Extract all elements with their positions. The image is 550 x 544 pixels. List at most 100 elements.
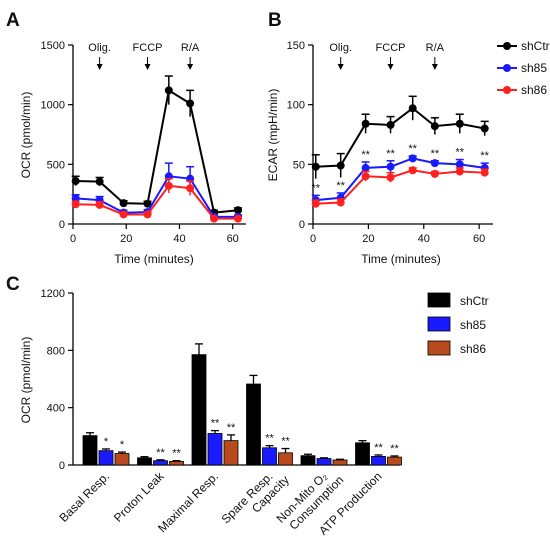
panel-c-ytick-label: 0 xyxy=(59,460,65,472)
panel-b-point-sh85 xyxy=(408,154,417,163)
panel-c-significance: * xyxy=(104,436,109,448)
panel-b-legend-label-sh86: sh86 xyxy=(521,83,547,97)
panel-a-point-shCtr xyxy=(143,199,152,208)
panel-a-point-sh86 xyxy=(234,214,243,223)
panel-a-xtick-label: 40 xyxy=(173,233,185,245)
panel-c-significance: ** xyxy=(227,422,236,434)
panel-b-significance: ** xyxy=(386,148,395,160)
panel-b-significance: ** xyxy=(311,182,320,194)
panel-c-bar-shCtr xyxy=(82,435,98,466)
panel-c-ylabel: OCR (pmol/min) xyxy=(19,337,33,424)
panel-b-point-sh86 xyxy=(455,167,464,176)
panel-letter-b: B xyxy=(268,10,282,31)
panel-a-ytick-label: 1000 xyxy=(41,100,65,112)
panel-b-ytick-label: 100 xyxy=(287,100,305,112)
panel-a-injection-arrowhead xyxy=(96,64,103,70)
panel-c-bar-shCtr xyxy=(246,383,261,466)
panel-c-legend-swatch-shCtr xyxy=(427,292,451,308)
panel-b-point-sh85 xyxy=(455,160,464,169)
panel-c-legend-label-sh86: sh86 xyxy=(460,342,486,356)
panel-c-bar-shCtr xyxy=(191,354,207,466)
panel-b-xtick-label: 60 xyxy=(473,233,485,245)
panel-b-point-sh86 xyxy=(408,166,417,175)
panel-a-point-sh86 xyxy=(164,181,173,190)
panel-a-point-shCtr xyxy=(186,99,195,108)
panel-c-bar-sh85 xyxy=(98,450,114,466)
panel-b-injection-arrowhead xyxy=(387,64,394,70)
panel-b-line-sh86 xyxy=(315,169,485,205)
panel-c-significance: * xyxy=(120,439,125,451)
panel-c-bar-sh86 xyxy=(169,461,184,466)
panel-c-ytick-label: 1200 xyxy=(41,288,65,300)
panel-b-point-shCtr xyxy=(386,120,395,129)
panel-a-point-shCtr xyxy=(164,86,173,95)
panel-b-ylabel: ECAR (mpH/min) xyxy=(266,89,280,182)
panel-a-point-shCtr xyxy=(71,177,80,186)
panel-c-bar-sh85 xyxy=(316,458,332,466)
panel-b-point-shCtr xyxy=(455,119,464,128)
panel-c-significance: ** xyxy=(265,433,274,445)
panel-b-point-shCtr xyxy=(361,119,370,128)
panel-c-category-label: Basal Resp. xyxy=(56,469,112,525)
panel-c-legend-label-sh85: sh85 xyxy=(460,318,486,332)
panel-a-xtick-label: 0 xyxy=(70,233,76,245)
panel-c-bar-sh86 xyxy=(387,456,402,466)
panel-c-bar-sh85 xyxy=(371,455,386,466)
panel-c-significance: ** xyxy=(374,442,383,454)
panel-b-xtick-label: 40 xyxy=(418,233,430,245)
panel-a-line-shCtr xyxy=(75,88,239,214)
panel-c-bar-shCtr xyxy=(355,442,370,466)
panel-a-point-sh86 xyxy=(143,210,152,219)
panel-c-bar-shCtr xyxy=(300,455,316,466)
panel-c-legend-label-shCtr: shCtr xyxy=(460,294,489,308)
panel-b-xtick-label: 0 xyxy=(310,233,316,245)
panel-b-injection-label: Olig. xyxy=(329,42,352,54)
panel-c-significance: ** xyxy=(156,447,165,459)
panel-c-bar-sh86 xyxy=(332,459,348,466)
panel-a-ytick-label: 500 xyxy=(47,159,65,171)
panel-c-bar-shCtr xyxy=(137,457,152,466)
panel-c-ytick-label: 800 xyxy=(47,345,65,357)
panel-b-point-sh86 xyxy=(361,172,370,181)
panel-b-significance: ** xyxy=(336,180,345,192)
panel-a-injection-label: FCCP xyxy=(133,42,163,54)
panel-b-significance: ** xyxy=(455,147,464,159)
panel-b-point-sh85 xyxy=(386,162,395,171)
panel-c-bar-sh86 xyxy=(278,452,293,466)
panel-a-point-sh85 xyxy=(71,194,80,203)
panel-c-bar-sh86 xyxy=(223,440,239,466)
panel-b-point-shCtr xyxy=(480,124,489,133)
panel-b-point-sh86 xyxy=(311,199,320,208)
panel-c-legend-swatch-sh86 xyxy=(427,340,451,356)
panel-b-point-sh85 xyxy=(361,163,370,172)
panel-b-point-shCtr xyxy=(311,162,320,171)
panel-b-legend-marker-sh86 xyxy=(503,86,511,94)
panel-a-point-shCtr xyxy=(95,177,104,186)
panel-b-injection-arrowhead xyxy=(337,64,344,70)
panel-b-line-shCtr xyxy=(315,106,485,168)
panel-c-bar-sh85 xyxy=(153,460,168,466)
panel-c-category-label: Spare Resp.Capacity xyxy=(219,463,292,536)
panel-a-xlabel: Time (minutes) xyxy=(114,252,194,266)
panel-a-point-sh86 xyxy=(210,214,219,223)
panel-a-injection-arrowhead xyxy=(144,64,151,70)
panel-a-injection-label: Olig. xyxy=(88,42,111,54)
panel-a-ylabel: OCR (pmol/min) xyxy=(19,92,33,179)
panel-c-category-label-line: Proton Leak xyxy=(111,469,167,525)
panel-b-legend-label-shCtr: shCtr xyxy=(521,39,550,53)
panel-a-xtick-label: 60 xyxy=(227,233,239,245)
panel-c-category-label: Proton Leak xyxy=(111,469,167,525)
panel-b-legend-marker-sh85 xyxy=(503,64,511,72)
panel-a-ytick-label: 1500 xyxy=(41,40,65,52)
panel-a-injection-arrowhead xyxy=(187,64,194,70)
panel-b-xlabel: Time (minutes) xyxy=(361,252,441,266)
panel-b-xtick-label: 20 xyxy=(362,233,374,245)
panel-c-significance: ** xyxy=(281,436,290,448)
panel-b-ytick-label: 0 xyxy=(299,219,305,231)
panel-b-injection-arrowhead xyxy=(431,64,438,70)
panel-letter-a: A xyxy=(6,10,20,31)
panel-b-significance: ** xyxy=(408,143,417,155)
panel-c-category-label-line: Basal Resp. xyxy=(56,469,112,525)
